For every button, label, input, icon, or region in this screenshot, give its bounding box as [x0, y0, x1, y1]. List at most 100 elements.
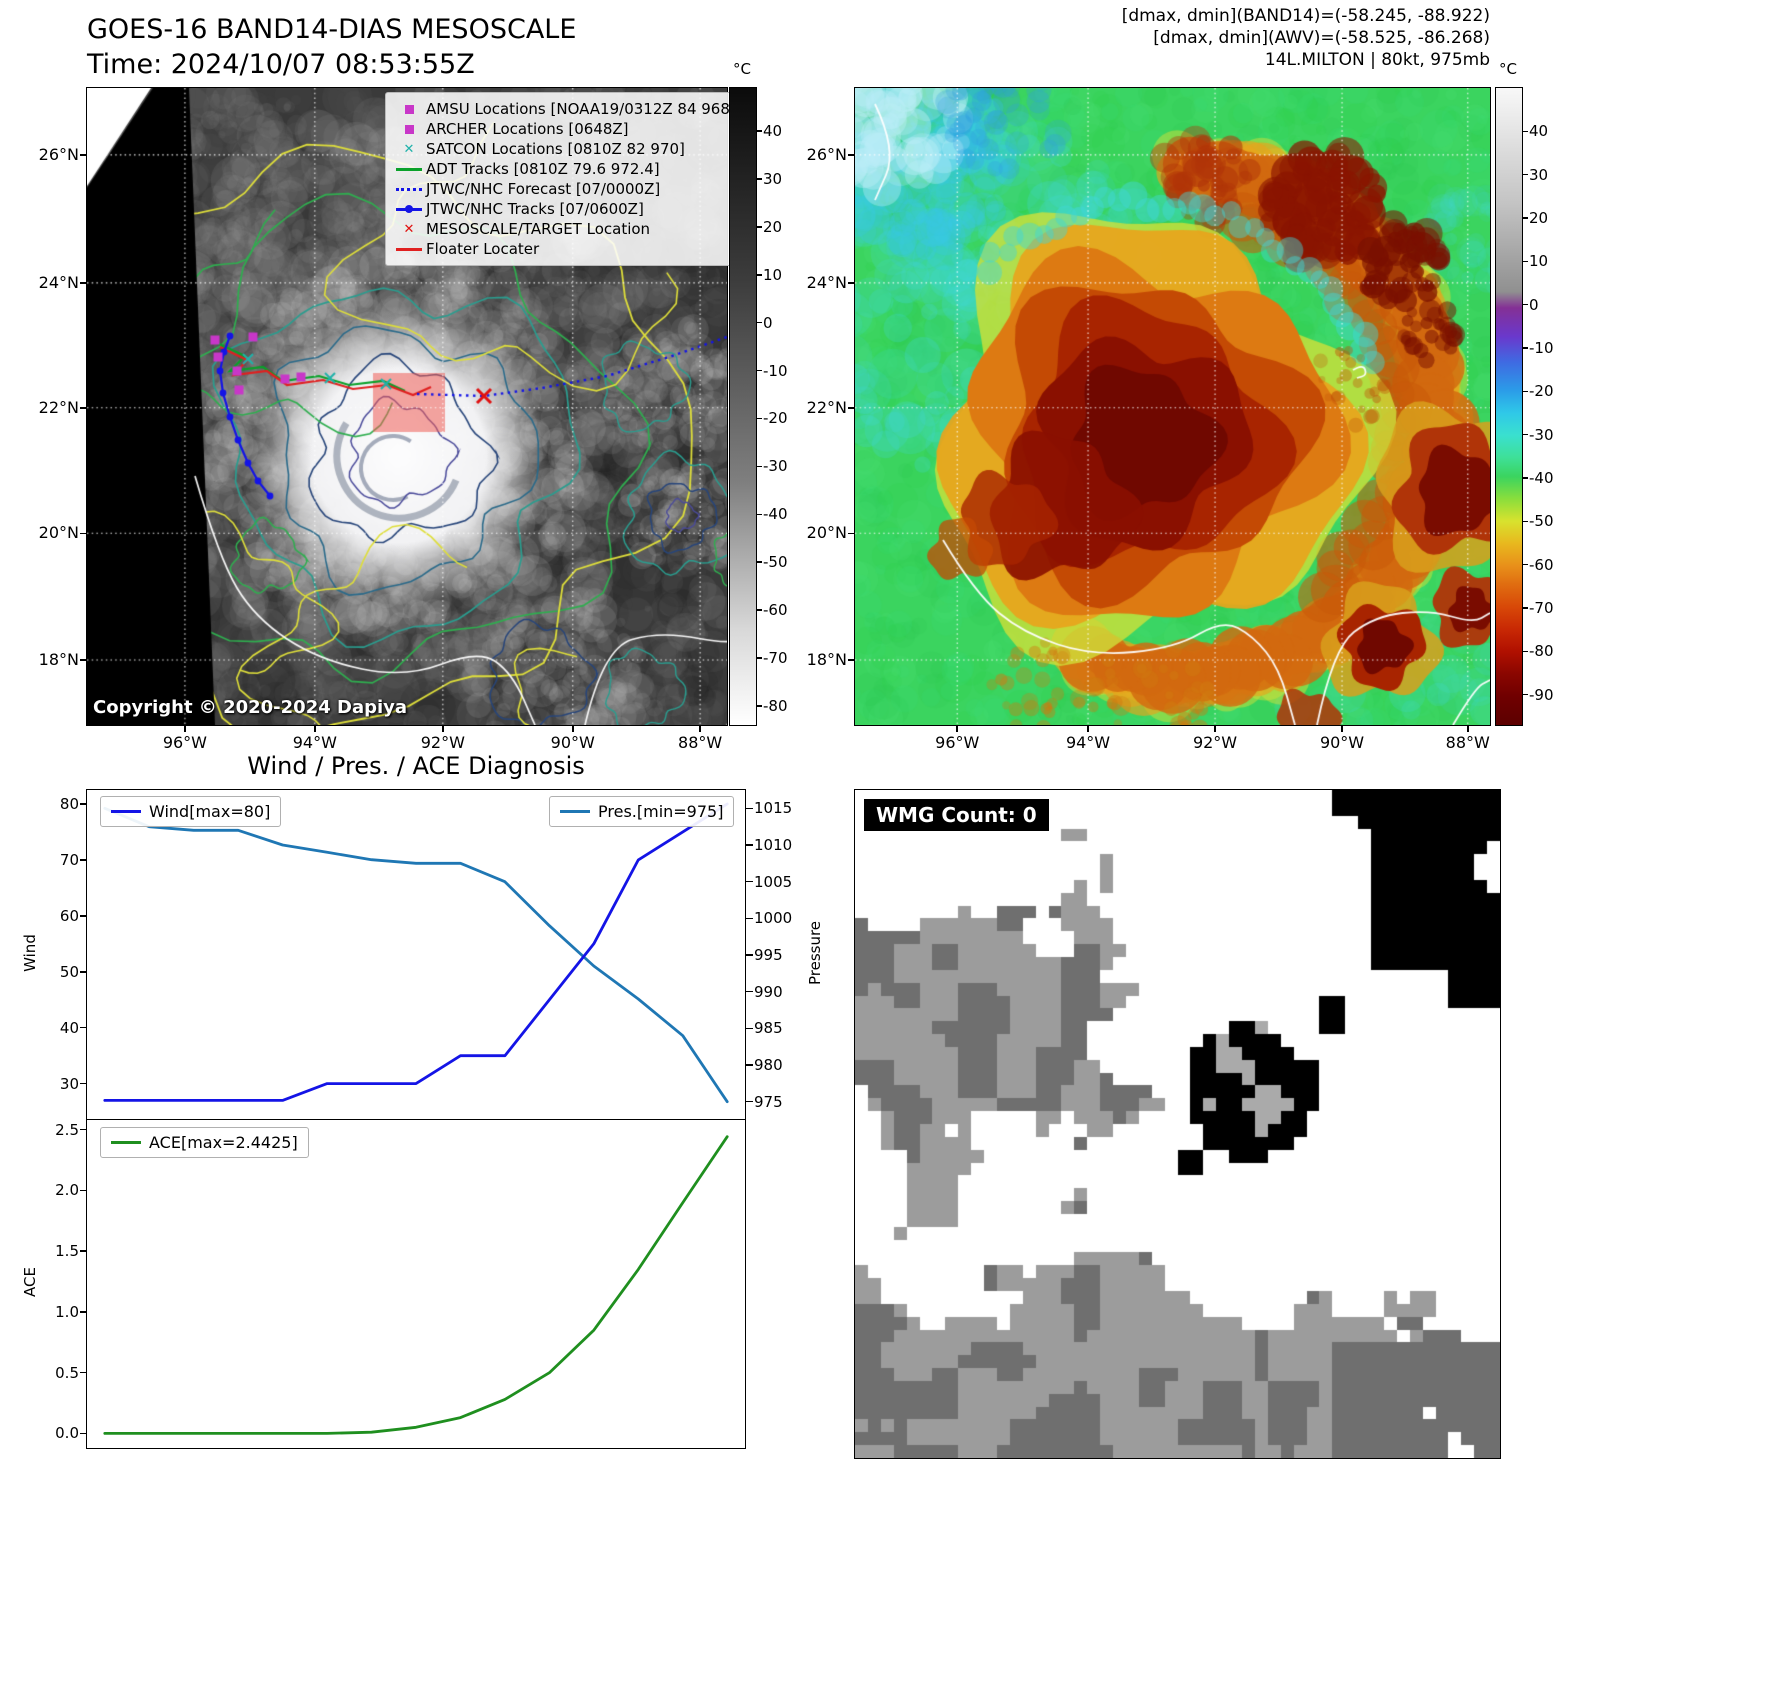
- tick-mark: [956, 726, 958, 732]
- band14-colorbar-tick: 20: [763, 217, 783, 236]
- pressure-ytick-label: 985: [754, 1019, 783, 1038]
- tick-mark: [80, 1432, 87, 1435]
- pressure-ytick-label: 980: [754, 1056, 783, 1074]
- diagnosis-title: Wind / Pres. / ACE Diagnosis: [247, 752, 585, 780]
- square-marker-icon: [392, 124, 426, 134]
- tick-mark: [80, 154, 87, 156]
- tick-mark: [80, 1250, 87, 1252]
- ace-axis-label: ACE: [21, 1267, 39, 1297]
- lon-tick-label: 96°W: [162, 733, 207, 752]
- lon-tick-label: 92°W: [1192, 733, 1238, 752]
- tick-mark: [80, 971, 87, 973]
- tick-mark: [184, 726, 186, 732]
- tick-mark: [746, 880, 753, 883]
- pressure-ytick-label: 975: [754, 1092, 783, 1111]
- tick-mark: [1523, 260, 1528, 263]
- tick-mark: [757, 178, 762, 180]
- tick-mark: [848, 282, 855, 284]
- tick-mark: [746, 1064, 753, 1066]
- legend-item-label: JTWC/NHC Tracks [07/0600Z]: [426, 200, 644, 218]
- awv-colorbar-tick: -70: [1529, 599, 1554, 617]
- tick-mark: [757, 609, 762, 611]
- tick-mark: [746, 954, 753, 956]
- tick-mark: [1523, 347, 1528, 349]
- tick-mark: [1087, 726, 1089, 732]
- legend-item: ✕ SATCON Locations [0810Z 82 970]: [392, 139, 726, 159]
- awv-colorbar-tick: -80: [1529, 642, 1554, 661]
- tick-mark: [848, 659, 855, 661]
- band14-colorbar-tick: 0: [763, 313, 773, 332]
- band14-timestamp: Time: 2024/10/07 08:53:55Z: [87, 49, 475, 80]
- tick-mark: [80, 1082, 87, 1085]
- wmg-count-map: [854, 789, 1501, 1459]
- lon-tick-label: 90°W: [1319, 733, 1365, 752]
- ace-legend-label: ACE[max=2.4425]: [149, 1133, 298, 1152]
- awv-colorbar-unit: °C: [1499, 60, 1517, 78]
- lat-tick-label: 18°N: [806, 650, 847, 670]
- tick-mark: [746, 990, 753, 993]
- wind-pressure-chart: [86, 789, 746, 1121]
- lon-tick-label: 92°W: [420, 733, 465, 752]
- tick-mark: [746, 1027, 753, 1030]
- pressure-ytick-label: 1000: [754, 909, 793, 928]
- tick-mark: [1523, 173, 1528, 176]
- legend-item: ARCHER Locations [0648Z]: [392, 119, 726, 139]
- wind-ytick-label: 60: [59, 906, 79, 925]
- pressure-legend: Pres.[min=975]: [549, 796, 735, 827]
- tick-mark: [746, 844, 753, 846]
- tick-mark: [757, 561, 762, 563]
- band14-colorbar-tick: 40: [763, 122, 783, 141]
- tick-mark: [1341, 726, 1343, 732]
- lon-tick-label: 96°W: [935, 733, 980, 752]
- tick-mark: [80, 915, 87, 917]
- pressure-legend-label: Pres.[min=975]: [598, 802, 724, 821]
- lat-tick-label: 24°N: [806, 272, 847, 292]
- storm-intensity-text: 14L.MILTON | 80kt, 975mb: [1264, 50, 1490, 70]
- tick-mark: [757, 657, 762, 659]
- tick-mark: [1467, 726, 1469, 732]
- tick-mark: [848, 532, 855, 534]
- dmax-dmin-awv-text: [dmax, dmin](AWV)=(-58.525, -86.268): [1153, 28, 1490, 48]
- band14-colorbar-tick: 30: [763, 170, 783, 188]
- tick-mark: [757, 513, 762, 515]
- band14-colorbar-tick: -80: [763, 696, 788, 715]
- ace-ytick-label: 0.0: [55, 1424, 79, 1443]
- lon-tick-label: 94°W: [292, 733, 337, 752]
- legend-item: JTWC/NHC Tracks [07/0600Z]: [392, 199, 726, 219]
- wind-legend-label: Wind[max=80]: [149, 802, 271, 821]
- tick-mark: [80, 1189, 87, 1192]
- awv-colorbar-tick: -10: [1529, 339, 1554, 357]
- tick-mark: [746, 807, 753, 810]
- lon-tick-label: 88°W: [1445, 733, 1490, 752]
- ace-ytick-label: 0.5: [55, 1363, 79, 1382]
- lon-tick-label: 88°W: [678, 733, 723, 752]
- copyright-text: Copyright © 2020-2024 Dapiya: [93, 697, 408, 718]
- awv-colorbar-tick: -60: [1529, 555, 1554, 574]
- tick-mark: [80, 282, 87, 284]
- awv-colorbar-tick: -50: [1529, 512, 1554, 531]
- wind-ytick-label: 40: [59, 1018, 79, 1037]
- lat-tick-label: 22°N: [38, 397, 79, 417]
- pressure-ytick-label: 1015: [754, 799, 793, 818]
- tick-mark: [757, 417, 762, 420]
- awv-color-satellite-map: [854, 87, 1491, 726]
- tick-mark: [1523, 303, 1528, 306]
- tick-mark: [1523, 650, 1528, 653]
- awv-colorbar-tick: 10: [1529, 252, 1549, 271]
- legend-item-label: ADT Tracks [0810Z 79.6 972.4]: [426, 160, 660, 178]
- lat-tick-label: 20°N: [38, 523, 79, 543]
- wmg-count-badge: WMG Count: 0: [864, 799, 1049, 831]
- band14-colorbar-tick: 10: [763, 265, 783, 284]
- legend-item-label: Floater Locater: [426, 240, 540, 258]
- tick-mark: [699, 726, 701, 732]
- tick-mark: [757, 321, 762, 324]
- awv-colorbar-tick: 30: [1529, 165, 1549, 184]
- tick-mark: [1523, 520, 1528, 523]
- pressure-axis-label: Pressure: [806, 920, 824, 986]
- band14-colorbar-tick: -10: [763, 361, 788, 380]
- tick-mark: [1523, 477, 1528, 479]
- wind-line-sample-icon: [111, 810, 141, 813]
- tick-mark: [1214, 726, 1216, 732]
- pressure-line-sample-icon: [560, 810, 590, 813]
- tick-mark: [848, 407, 855, 409]
